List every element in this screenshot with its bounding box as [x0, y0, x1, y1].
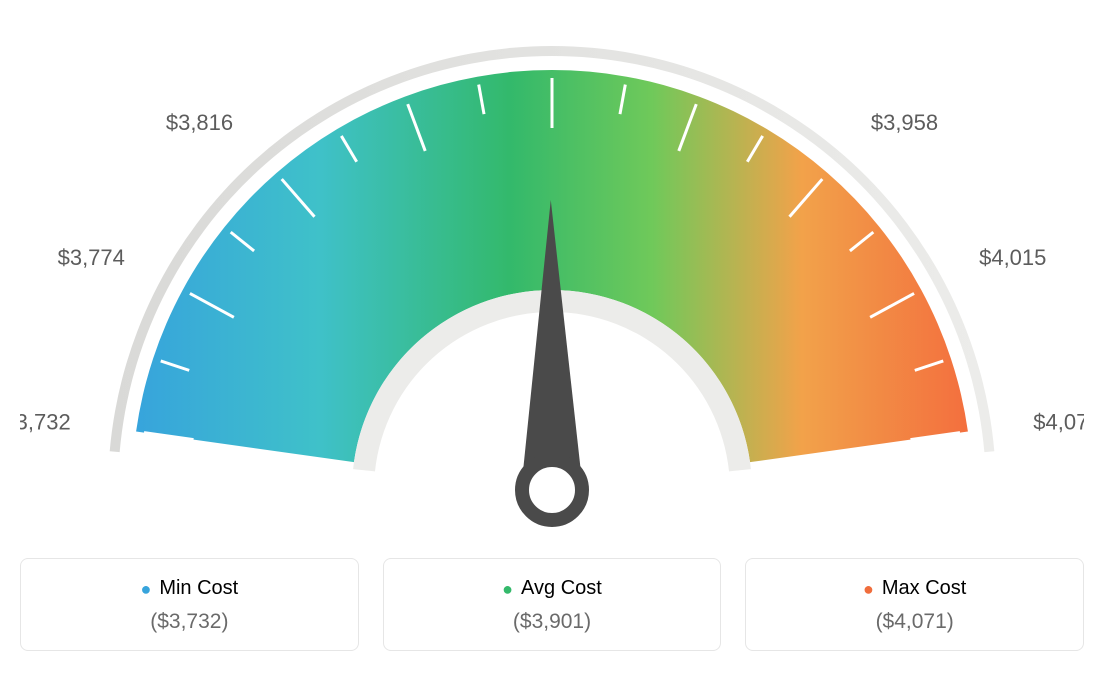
gauge-tick-label: $3,774	[58, 245, 125, 270]
legend-max-label: Max Cost	[882, 577, 966, 600]
dot-icon: ●	[140, 580, 151, 598]
legend-avg-title: ● Avg Cost	[502, 577, 602, 600]
gauge-needle-hub	[522, 460, 582, 520]
legend-min-label: Min Cost	[159, 577, 238, 600]
gauge-tick-label: $3,732	[20, 409, 71, 434]
gauge-tick-label: $3,816	[166, 110, 233, 135]
legend-avg-label: Avg Cost	[521, 577, 602, 600]
gauge-tick-label: $4,015	[979, 245, 1046, 270]
legend-min-title: ● Min Cost	[140, 577, 238, 600]
gauge-svg: $3,732$3,774$3,816$3,901$3,958$4,015$4,0…	[20, 20, 1084, 540]
legend-card-max: ● Max Cost ($4,071)	[745, 558, 1084, 651]
dot-icon: ●	[502, 580, 513, 598]
gauge-tick-label: $3,958	[871, 110, 938, 135]
legend-max-value: ($4,071)	[756, 610, 1073, 634]
legend-card-avg: ● Avg Cost ($3,901)	[383, 558, 722, 651]
legend-max-title: ● Max Cost	[863, 577, 966, 600]
dot-icon: ●	[863, 580, 874, 598]
gauge-tick-label: $4,071	[1033, 409, 1084, 434]
gauge-chart: $3,732$3,774$3,816$3,901$3,958$4,015$4,0…	[20, 20, 1084, 540]
legend-row: ● Min Cost ($3,732) ● Avg Cost ($3,901) …	[20, 558, 1084, 651]
legend-card-min: ● Min Cost ($3,732)	[20, 558, 359, 651]
legend-min-value: ($3,732)	[31, 610, 348, 634]
legend-avg-value: ($3,901)	[394, 610, 711, 634]
